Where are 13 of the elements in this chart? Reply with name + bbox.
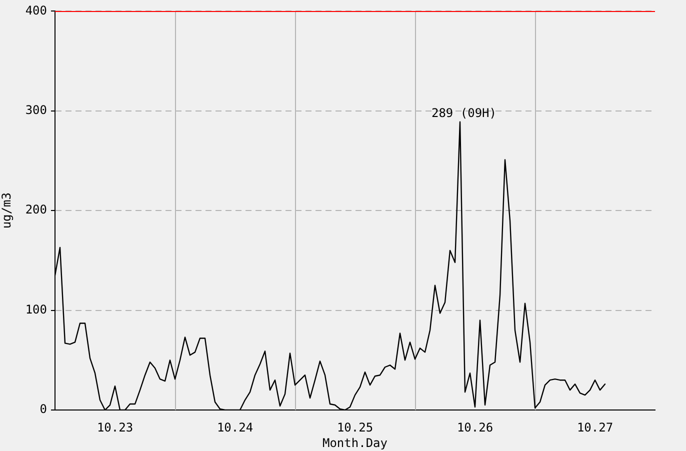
y-tick-label: 300: [25, 103, 47, 118]
x-tick-label: 10.25: [336, 420, 374, 434]
x-tick-label: 10.26: [456, 420, 494, 434]
x-tick-label: 10.24: [216, 420, 254, 434]
y-tick-label: 100: [25, 302, 47, 316]
y-tick-label: 400: [25, 3, 47, 18]
annotation: 289 (09H): [431, 106, 497, 120]
y-axis-title: ug/m3: [0, 192, 14, 229]
x-tick-label: 10.23: [96, 420, 134, 434]
x-axis-title: Month.Day: [322, 436, 388, 450]
y-tick-label: 0: [40, 402, 47, 416]
y-tick-label: 200: [25, 202, 47, 217]
x-tick-label: 10.27: [576, 420, 614, 434]
